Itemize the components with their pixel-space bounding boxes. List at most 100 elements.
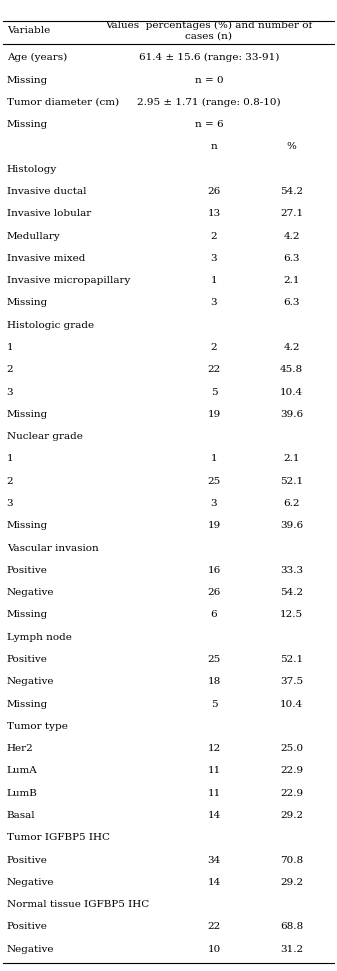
Text: 29.2: 29.2 (280, 811, 303, 820)
Text: Invasive mixed: Invasive mixed (7, 253, 85, 263)
Text: 10.4: 10.4 (280, 699, 303, 709)
Text: Invasive ductal: Invasive ductal (7, 187, 86, 196)
Text: Negative: Negative (7, 945, 54, 954)
Text: LumA: LumA (7, 766, 37, 776)
Text: 1: 1 (7, 343, 13, 352)
Text: 14: 14 (207, 811, 221, 820)
Text: Missing: Missing (7, 521, 48, 530)
Text: Normal tissue IGFBP5 IHC: Normal tissue IGFBP5 IHC (7, 900, 149, 909)
Text: Invasive lobular: Invasive lobular (7, 209, 91, 218)
Text: Missing: Missing (7, 76, 48, 84)
Text: 14: 14 (207, 878, 221, 887)
Text: 1: 1 (7, 454, 13, 463)
Text: Values  percentages (%) and number of
cases (n): Values percentages (%) and number of cas… (105, 20, 312, 41)
Text: 19: 19 (207, 410, 221, 419)
Text: 6.3: 6.3 (283, 298, 300, 308)
Text: 12.5: 12.5 (280, 611, 303, 619)
Text: 10.4: 10.4 (280, 387, 303, 396)
Text: 34: 34 (207, 855, 221, 864)
Text: 6.3: 6.3 (283, 253, 300, 263)
Text: 37.5: 37.5 (280, 677, 303, 686)
Text: Negative: Negative (7, 878, 54, 887)
Text: n: n (211, 143, 217, 151)
Text: Positive: Positive (7, 855, 48, 864)
Text: 1: 1 (211, 276, 217, 285)
Text: 6: 6 (211, 611, 217, 619)
Text: 3: 3 (211, 499, 217, 508)
Text: 3: 3 (7, 499, 13, 508)
Text: 6.2: 6.2 (283, 499, 300, 508)
Text: 2: 2 (211, 343, 217, 352)
Text: 54.2: 54.2 (280, 588, 303, 597)
Text: Nuclear grade: Nuclear grade (7, 432, 83, 441)
Text: 29.2: 29.2 (280, 878, 303, 887)
Text: 2.1: 2.1 (283, 454, 300, 463)
Text: 25.0: 25.0 (280, 744, 303, 753)
Text: Basal: Basal (7, 811, 35, 820)
Text: Variable: Variable (7, 26, 50, 35)
Text: 61.4 ± 15.6 (range: 33-91): 61.4 ± 15.6 (range: 33-91) (139, 53, 279, 62)
Text: Positive: Positive (7, 922, 48, 931)
Text: 10: 10 (207, 945, 221, 954)
Text: 22.9: 22.9 (280, 788, 303, 798)
Text: 2: 2 (211, 231, 217, 241)
Text: 26: 26 (207, 588, 221, 597)
Text: Vascular invasion: Vascular invasion (7, 544, 98, 552)
Text: 22.9: 22.9 (280, 766, 303, 776)
Text: 54.2: 54.2 (280, 187, 303, 196)
Text: Tumor IGFBP5 IHC: Tumor IGFBP5 IHC (7, 833, 110, 842)
Text: Missing: Missing (7, 120, 48, 129)
Text: 18: 18 (207, 677, 221, 686)
Text: Medullary: Medullary (7, 231, 60, 241)
Text: 4.2: 4.2 (283, 343, 300, 352)
Text: Tumor type: Tumor type (7, 721, 68, 731)
Text: Tumor diameter (cm): Tumor diameter (cm) (7, 98, 119, 107)
Text: 5: 5 (211, 387, 217, 396)
Text: Negative: Negative (7, 588, 54, 597)
Text: 3: 3 (7, 387, 13, 396)
Text: 52.1: 52.1 (280, 655, 303, 664)
Text: Missing: Missing (7, 611, 48, 619)
Text: LumB: LumB (7, 788, 38, 798)
Text: 11: 11 (207, 788, 221, 798)
Text: 25: 25 (207, 477, 221, 486)
Text: 68.8: 68.8 (280, 922, 303, 931)
Text: 25: 25 (207, 655, 221, 664)
Text: 5: 5 (211, 699, 217, 709)
Text: 4.2: 4.2 (283, 231, 300, 241)
Text: 2: 2 (7, 365, 13, 374)
Text: Missing: Missing (7, 298, 48, 308)
Text: 2.95 ± 1.71 (range: 0.8-10): 2.95 ± 1.71 (range: 0.8-10) (137, 98, 281, 107)
Text: 3: 3 (211, 298, 217, 308)
Text: 22: 22 (207, 922, 221, 931)
Text: 1: 1 (211, 454, 217, 463)
Text: %: % (286, 143, 297, 151)
Text: Histologic grade: Histologic grade (7, 320, 94, 330)
Text: 19: 19 (207, 521, 221, 530)
Text: 31.2: 31.2 (280, 945, 303, 954)
Text: 26: 26 (207, 187, 221, 196)
Text: 70.8: 70.8 (280, 855, 303, 864)
Text: 52.1: 52.1 (280, 477, 303, 486)
Text: 3: 3 (211, 253, 217, 263)
Text: Positive: Positive (7, 655, 48, 664)
Text: Invasive micropapillary: Invasive micropapillary (7, 276, 130, 285)
Text: Histology: Histology (7, 165, 57, 174)
Text: Missing: Missing (7, 410, 48, 419)
Text: 2: 2 (7, 477, 13, 486)
Text: n = 6: n = 6 (195, 120, 223, 129)
Text: 2.1: 2.1 (283, 276, 300, 285)
Text: 16: 16 (207, 566, 221, 575)
Text: 39.6: 39.6 (280, 410, 303, 419)
Text: 12: 12 (207, 744, 221, 753)
Text: 22: 22 (207, 365, 221, 374)
Text: 39.6: 39.6 (280, 521, 303, 530)
Text: n = 0: n = 0 (195, 76, 223, 84)
Text: Lymph node: Lymph node (7, 633, 72, 642)
Text: 33.3: 33.3 (280, 566, 303, 575)
Text: Her2: Her2 (7, 744, 33, 753)
Text: 27.1: 27.1 (280, 209, 303, 218)
Text: 11: 11 (207, 766, 221, 776)
Text: 13: 13 (207, 209, 221, 218)
Text: Age (years): Age (years) (7, 53, 67, 62)
